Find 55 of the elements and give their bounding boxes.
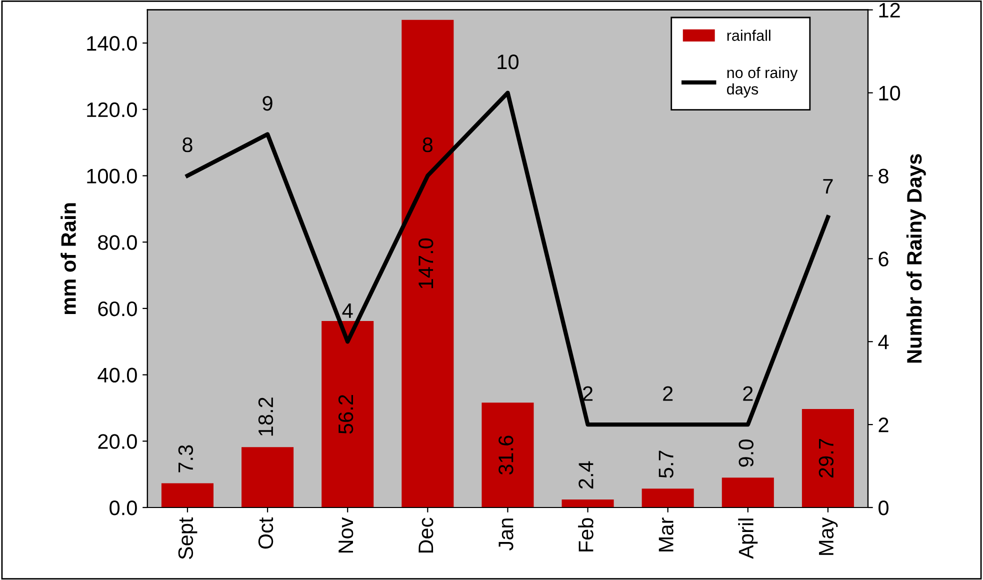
bar (402, 20, 454, 508)
y2-tick-label: 2 (878, 418, 888, 432)
data-label: 9 (262, 96, 272, 111)
bar (242, 447, 294, 508)
x-tick-label: Mar (658, 518, 674, 552)
data-label: 2.4 (578, 461, 594, 489)
data-label: 4 (342, 304, 353, 318)
data-label: 9.0 (738, 440, 754, 467)
bar (482, 402, 534, 508)
data-label: 18.2 (258, 398, 274, 436)
y-tick-label: 120.0 (87, 102, 137, 118)
x-tick-label: Oct (258, 517, 274, 549)
bar (562, 500, 614, 508)
data-label: 7.3 (178, 445, 194, 472)
y-tick-label: 60.0 (98, 301, 137, 316)
y-tick-label: 40.0 (98, 368, 137, 383)
y-tick-label: 80.0 (98, 235, 137, 250)
data-label: 7 (823, 179, 833, 194)
bar (161, 483, 214, 508)
legend-label: rainfall (727, 30, 770, 41)
y-axis-title: mm of Rain (60, 203, 76, 314)
y2-tick-label: 12 (879, 2, 900, 18)
y-tick-label: 20.0 (98, 434, 137, 449)
x-tick-label: Dec (418, 518, 434, 553)
bar (722, 478, 774, 508)
x-tick-label: April (738, 518, 758, 559)
x-tick-label: Nov (338, 517, 354, 553)
data-label: 31.6 (498, 436, 514, 475)
legend-label: no of rainy days (727, 66, 798, 98)
y-tick-label: 140.0 (87, 36, 137, 51)
x-tick-label: Sept (178, 517, 198, 560)
data-label: 2 (583, 386, 593, 401)
y2-tick-label: 10 (879, 86, 900, 101)
data-label: 147.0 (418, 238, 434, 288)
data-label: 5.7 (658, 450, 674, 478)
x-tick-label: May (819, 517, 838, 555)
data-label: 8 (182, 137, 192, 152)
data-label: 29.7 (818, 439, 834, 478)
data-label: 2 (663, 386, 673, 401)
data-label: 56.2 (338, 395, 354, 434)
y2-axis-title: Numbr of Rainy Days (906, 154, 926, 363)
y2-tick-label: 4 (878, 334, 889, 350)
data-label: 8 (422, 137, 433, 152)
bar (642, 488, 694, 508)
y-tick-label: 100.0 (87, 168, 137, 184)
x-tick-label: Jan (498, 518, 514, 550)
y2-tick-label: 8 (878, 168, 888, 184)
bar (802, 408, 854, 508)
y2-tick-label: 0 (878, 500, 888, 516)
y-tick-label: 0.0 (110, 500, 137, 516)
data-label: 2 (743, 386, 753, 401)
data-label: 10 (498, 54, 518, 70)
y2-tick-label: 6 (878, 252, 888, 266)
bar (322, 321, 374, 508)
x-tick-label: Feb (578, 518, 594, 552)
